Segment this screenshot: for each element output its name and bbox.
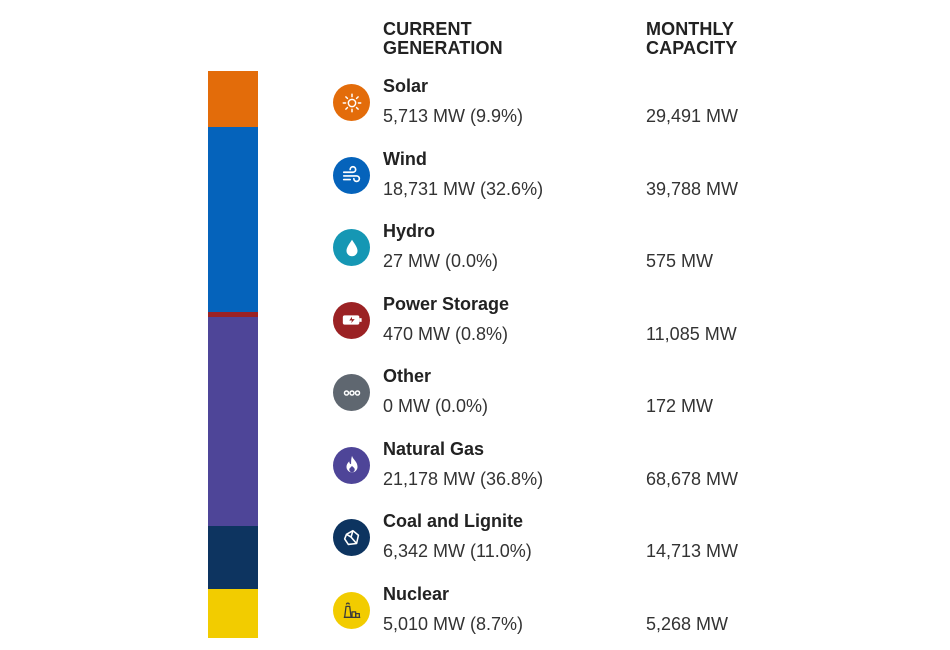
source-row: Natural Gas 21,178 MW (36.8%) 68,678 MW bbox=[0, 436, 950, 496]
current-generation-value: 27 MW (0.0%) bbox=[383, 251, 499, 271]
monthly-capacity-value: 14,713 MW bbox=[646, 541, 739, 561]
source-name: Power Storage bbox=[383, 293, 510, 314]
sun-icon bbox=[333, 84, 370, 121]
generation-stacked-bar bbox=[208, 71, 258, 638]
bar-segment-natural-gas bbox=[208, 317, 258, 526]
source-name: Nuclear bbox=[383, 583, 450, 604]
monthly-capacity-value: 39,788 MW bbox=[646, 178, 739, 199]
monthly-capacity-value: 575 MW bbox=[646, 251, 714, 271]
current-generation-value: 6,342 MW (11.0%) bbox=[383, 541, 532, 561]
source-row: Nuclear 5,010 MW (8.7%) 5,268 MW bbox=[0, 581, 950, 641]
coal-icon bbox=[333, 519, 370, 556]
source-name: Solar bbox=[383, 76, 429, 96]
current-generation-value: 5,713 MW (9.9%) bbox=[383, 106, 524, 126]
source-name: Other bbox=[383, 366, 432, 386]
source-name: Hydro bbox=[383, 221, 436, 241]
monthly-capacity-value: 11,085 MW bbox=[646, 323, 737, 344]
source-name: Wind bbox=[383, 148, 427, 169]
bar-segment-coal-and-lignite bbox=[208, 526, 258, 589]
water-drop-icon bbox=[333, 229, 370, 266]
source-name: Natural Gas bbox=[383, 438, 485, 459]
nuclear-plant-icon bbox=[333, 591, 370, 629]
current-generation-value: 21,178 MW (36.8%) bbox=[383, 468, 544, 489]
source-row: Solar 5,713 MW (9.9%) 29,491 MW bbox=[0, 73, 950, 133]
bar-segment-wind bbox=[208, 127, 258, 313]
source-row: Wind 18,731 MW (32.6%) 39,788 MW bbox=[0, 146, 950, 206]
bar-segment-solar bbox=[208, 71, 258, 128]
current-generation-value: 0 MW (0.0%) bbox=[383, 396, 489, 416]
current-generation-value: 470 MW (0.8%) bbox=[383, 323, 509, 344]
source-row: Other 0 MW (0.0%) 172 MW bbox=[0, 363, 950, 423]
bar-segment-nuclear bbox=[208, 588, 258, 638]
current-generation-value: 5,010 MW (8.7%) bbox=[383, 613, 524, 634]
source-row: Coal and Lignite 6,342 MW (11.0%) 14,713 M… bbox=[0, 508, 950, 568]
battery-icon bbox=[333, 301, 370, 339]
wind-icon bbox=[333, 156, 370, 194]
monthly-capacity-value: 5,268 MW bbox=[646, 613, 729, 634]
bar-segment-power-storage bbox=[208, 312, 258, 318]
monthly-capacity-header: MONTHLY CAPACITY bbox=[646, 19, 738, 58]
source-row: Power Storage 470 MW (0.8%) 11,085 MW bbox=[0, 291, 950, 351]
monthly-capacity-value: 29,491 MW bbox=[646, 106, 739, 126]
source-name: Coal and Lignite bbox=[383, 511, 524, 531]
more-dots-icon bbox=[333, 374, 370, 411]
monthly-capacity-value: 172 MW bbox=[646, 396, 714, 416]
source-row: Hydro 27 MW (0.0%) 575 MW bbox=[0, 218, 950, 278]
current-generation-header: CURRENT GENERATION bbox=[383, 19, 503, 58]
flame-icon bbox=[333, 446, 370, 484]
current-generation-value: 18,731 MW (32.6%) bbox=[383, 178, 544, 199]
monthly-capacity-value: 68,678 MW bbox=[646, 468, 739, 489]
